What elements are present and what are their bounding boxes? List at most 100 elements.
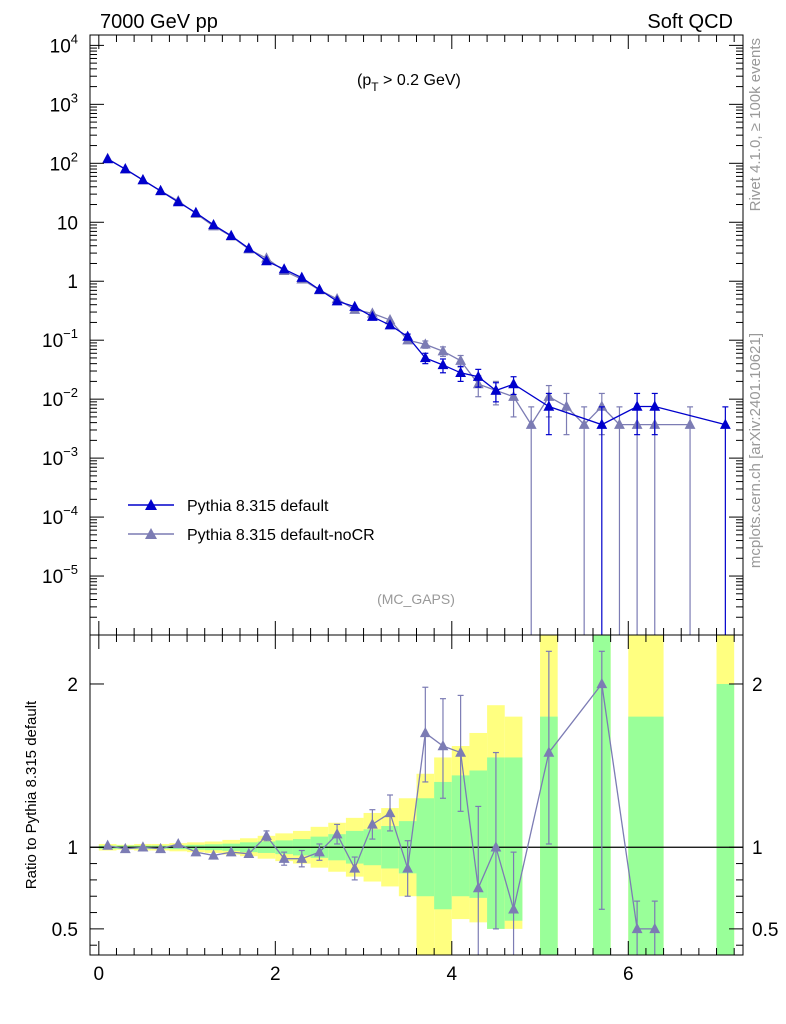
ratio-point (225, 846, 237, 857)
ratio-y-tick-label-left: 2 (67, 675, 78, 696)
data-point (508, 390, 519, 401)
data-point (119, 163, 131, 174)
data-point (525, 418, 537, 429)
data-point (596, 400, 608, 411)
legend: Pythia 8.315 default Pythia 8.315 defaul… (128, 498, 375, 544)
data-point (384, 319, 396, 330)
ratio-point (137, 841, 149, 852)
data-point (649, 400, 661, 411)
y-tick-label: 103 (50, 90, 78, 116)
ratio-point (419, 726, 431, 738)
ratio-y-tick-label-right: 2 (752, 675, 763, 696)
ratio-point (596, 677, 608, 689)
data-point (243, 242, 255, 253)
ratio-point (490, 841, 502, 852)
x-tick-label: 4 (447, 964, 458, 985)
ratio-point (102, 839, 114, 850)
y-tick-label: 10−4 (42, 503, 78, 529)
data-point (261, 255, 272, 266)
data-point (437, 345, 449, 356)
y-tick-label: 1 (67, 272, 78, 293)
data-point (366, 310, 378, 321)
data-point (208, 218, 219, 230)
ratio-point (402, 862, 414, 873)
ratio-point (314, 846, 325, 857)
ratio-ylabel: Ratio to Pythia 8.315 default (23, 700, 40, 889)
data-point (561, 400, 572, 411)
legend-marker-nocr (145, 528, 157, 539)
uncertainty-band-green (628, 716, 664, 955)
data-point (719, 418, 731, 429)
ratio-point (261, 829, 272, 841)
y-tick-label: 10−3 (42, 444, 78, 470)
data-point (614, 418, 625, 429)
ratio-point (455, 746, 467, 757)
data-point (543, 400, 555, 411)
data-point (508, 378, 519, 389)
data-point (349, 300, 361, 311)
ratio-y-tick-label-right: 0.5 (752, 920, 778, 941)
x-tick-label: 0 (94, 964, 105, 985)
ratio-point (366, 818, 378, 829)
y-tick-label: 10−5 (42, 562, 78, 588)
legend-entry-nocr: Pythia 8.315 default-noCR (187, 527, 375, 544)
ratio-point (119, 842, 131, 854)
ratio-series-line (107, 682, 655, 930)
data-point (684, 418, 696, 429)
uncertainty-band-green (451, 775, 470, 897)
data-point (190, 206, 202, 217)
mcplots-label: mcplots.cern.ch [arXiv:2401.10621] (747, 333, 764, 568)
ratio-point (543, 746, 555, 757)
ratio-point (331, 828, 343, 839)
ratio-point (278, 852, 290, 863)
data-point (314, 283, 325, 294)
data-point (419, 351, 431, 363)
ratio-point (508, 903, 519, 914)
x-tick-label: 6 (623, 964, 634, 985)
ratio-panel: 0.5 0.5 1 1 2 2 0 2 4 6 Ratio to Pythia 8.315 def… (23, 634, 778, 985)
y-tick-label: 102 (50, 149, 78, 175)
ratio-point (208, 849, 219, 860)
ratio-point (349, 862, 361, 873)
ratio-point (172, 837, 184, 849)
data-point (631, 400, 643, 411)
cut-label: (pT > 0.2 GeV) (357, 72, 461, 94)
data-point (578, 418, 590, 429)
data-point (331, 295, 343, 306)
data-point (384, 314, 396, 325)
x-tick-label: 2 (270, 964, 281, 985)
data-point (155, 184, 166, 196)
data-point (455, 354, 467, 365)
data-point (596, 418, 608, 429)
legend-marker-default (145, 499, 157, 510)
ratio-point (296, 852, 308, 863)
legend-entry-default: Pythia 8.315 default (187, 498, 329, 515)
data-point (278, 263, 290, 274)
uncertainty-band-green (504, 757, 523, 921)
data-point (172, 196, 184, 207)
rivet-label: Rivet 4.1.0, ≥ 100k events (747, 38, 764, 211)
ratio-point (155, 842, 166, 854)
analysis-label: (MC_GAPS) (377, 591, 455, 607)
ratio-point (472, 882, 484, 893)
y-tick-label: 10−1 (42, 326, 78, 352)
data-point (490, 384, 502, 395)
ratio-y-tick-label-left: 1 (67, 838, 78, 859)
ratio-y-tick-label-left: 0.5 (52, 920, 78, 941)
data-point (437, 358, 449, 370)
ratio-point (437, 740, 449, 751)
y-tick-label: 10−2 (42, 385, 78, 411)
ratio-point (190, 846, 202, 857)
ratio-point (631, 922, 643, 934)
ratio-y-tick-label-right: 1 (752, 838, 763, 859)
data-point (455, 366, 467, 377)
ratio-point (384, 806, 396, 818)
data-point (296, 271, 308, 282)
ratio-point (243, 847, 255, 858)
header-left: 7000 GeV pp (100, 11, 218, 33)
uncertainty-band-green (716, 683, 735, 955)
y-tick-label: 10 (57, 213, 78, 234)
data-point (419, 338, 431, 349)
